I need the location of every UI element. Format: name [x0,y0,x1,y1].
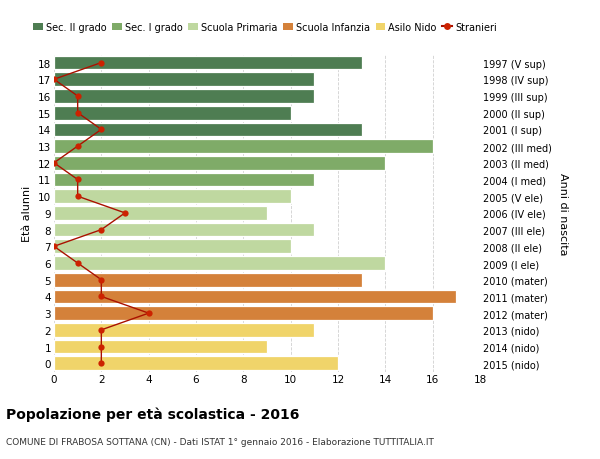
Text: Popolazione per età scolastica - 2016: Popolazione per età scolastica - 2016 [6,406,299,421]
Bar [54,307,433,320]
Bar [54,207,267,220]
Y-axis label: Anni di nascita: Anni di nascita [559,172,568,255]
Bar [54,140,433,154]
Bar [54,190,290,204]
Text: COMUNE DI FRABOSA SOTTANA (CN) - Dati ISTAT 1° gennaio 2016 - Elaborazione TUTTI: COMUNE DI FRABOSA SOTTANA (CN) - Dati IS… [6,437,434,446]
Bar [54,106,290,120]
Bar [54,223,314,237]
Y-axis label: Età alunni: Età alunni [22,185,32,241]
Bar [54,290,457,303]
Bar [54,240,290,254]
Bar [54,340,267,353]
Bar [54,357,338,370]
Bar [54,257,385,270]
Bar [54,73,314,87]
Bar [54,323,314,337]
Bar [54,123,362,137]
Bar [54,56,362,70]
Bar [54,273,362,287]
Bar [54,173,314,187]
Legend: Sec. II grado, Sec. I grado, Scuola Primaria, Scuola Infanzia, Asilo Nido, Stran: Sec. II grado, Sec. I grado, Scuola Prim… [29,19,500,37]
Bar [54,157,385,170]
Bar [54,90,314,104]
